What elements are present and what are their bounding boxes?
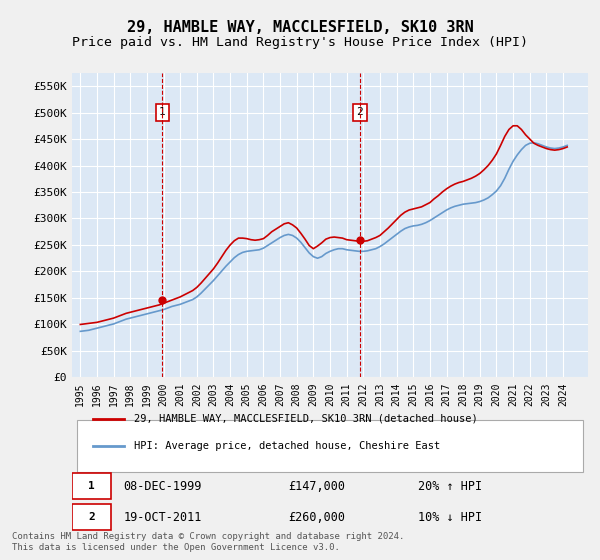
Text: 29, HAMBLE WAY, MACCLESFIELD, SK10 3RN: 29, HAMBLE WAY, MACCLESFIELD, SK10 3RN — [127, 20, 473, 35]
FancyBboxPatch shape — [72, 504, 110, 530]
Text: 08-DEC-1999: 08-DEC-1999 — [124, 480, 202, 493]
Text: £147,000: £147,000 — [289, 480, 346, 493]
FancyBboxPatch shape — [72, 473, 110, 499]
Text: 2: 2 — [356, 108, 364, 118]
Text: Price paid vs. HM Land Registry's House Price Index (HPI): Price paid vs. HM Land Registry's House … — [72, 36, 528, 49]
Text: £260,000: £260,000 — [289, 511, 346, 524]
Text: 2: 2 — [88, 512, 95, 522]
Text: 1: 1 — [159, 108, 166, 118]
Text: 1: 1 — [88, 481, 95, 491]
Text: 19-OCT-2011: 19-OCT-2011 — [124, 511, 202, 524]
Text: Contains HM Land Registry data © Crown copyright and database right 2024.
This d: Contains HM Land Registry data © Crown c… — [12, 532, 404, 552]
Text: 29, HAMBLE WAY, MACCLESFIELD, SK10 3RN (detached house): 29, HAMBLE WAY, MACCLESFIELD, SK10 3RN (… — [134, 414, 478, 423]
Text: HPI: Average price, detached house, Cheshire East: HPI: Average price, detached house, Ches… — [134, 441, 440, 451]
Text: 20% ↑ HPI: 20% ↑ HPI — [418, 480, 482, 493]
Text: 10% ↓ HPI: 10% ↓ HPI — [418, 511, 482, 524]
FancyBboxPatch shape — [77, 420, 583, 472]
